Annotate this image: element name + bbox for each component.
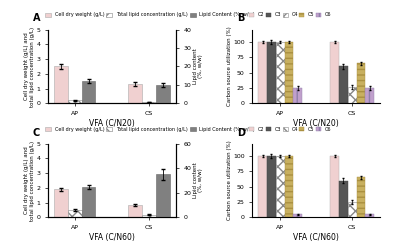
Bar [258,156,267,217]
Text: A: A [33,13,40,23]
Bar [82,81,96,103]
X-axis label: VFA (C/N60): VFA (C/N60) [293,233,339,242]
Bar [330,42,339,103]
Bar [82,187,96,217]
X-axis label: VFA (C/N20): VFA (C/N20) [293,119,339,128]
Bar [356,63,365,103]
Bar [156,174,170,217]
Y-axis label: Carbon source utilization (%): Carbon source utilization (%) [227,141,232,220]
Bar [365,88,374,103]
Bar [348,87,356,103]
Bar [142,215,156,217]
Bar [339,181,348,217]
Bar [142,102,156,103]
Bar [68,210,82,217]
Bar [293,88,302,103]
Bar [284,42,293,103]
Bar [128,84,142,103]
Bar [293,214,302,217]
X-axis label: VFA (C/N20): VFA (C/N20) [89,119,135,128]
Legend: C2, C3, C4, C5, C6: C2, C3, C4, C5, C6 [248,125,332,132]
Bar [68,100,82,103]
Text: D: D [237,127,245,138]
Bar [348,202,356,217]
Bar [276,156,284,217]
Y-axis label: Carbon source utilization (%): Carbon source utilization (%) [227,27,232,106]
Y-axis label: Lipid content
(%, w/w): Lipid content (%, w/w) [192,49,203,84]
Bar [276,42,284,103]
Bar [258,42,267,103]
Bar [330,156,339,217]
Legend: C2, C3, C4, C5, C6: C2, C3, C4, C5, C6 [248,11,332,19]
X-axis label: VFA (C/N60): VFA (C/N60) [89,233,135,242]
Text: B: B [237,13,244,23]
Bar [54,66,68,103]
Y-axis label: Cell dry weight (g/L) and
total lipid concentration (g/L): Cell dry weight (g/L) and total lipid co… [24,26,35,106]
Bar [54,189,68,217]
Bar [156,85,170,103]
Y-axis label: Lipid content
(%, w/w): Lipid content (%, w/w) [192,163,203,198]
Bar [128,205,142,217]
Y-axis label: Cell dry weight (g/L) and
total lipid concentration (g/L): Cell dry weight (g/L) and total lipid co… [24,141,35,221]
Bar [267,42,276,103]
Bar [267,156,276,217]
Bar [365,214,374,217]
Bar [339,66,348,103]
Bar [356,178,365,217]
Legend: Cell dry weight (g/L), Total lipid concentration (g/L), Lipid Content (%, w/w): Cell dry weight (g/L), Total lipid conce… [44,11,256,19]
Legend: Cell dry weight (g/L), Total lipid concentration (g/L), Lipid Content (%, w/w): Cell dry weight (g/L), Total lipid conce… [44,125,256,132]
Text: C: C [33,127,40,138]
Bar [284,156,293,217]
